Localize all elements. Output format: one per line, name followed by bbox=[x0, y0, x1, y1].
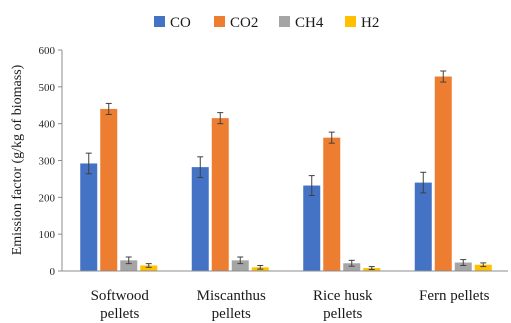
bar-co2-3 bbox=[434, 76, 452, 272]
bar-co-3 bbox=[414, 182, 432, 271]
x-category-label: pellets bbox=[212, 306, 251, 322]
legend-label-ch4: CH4 bbox=[295, 15, 324, 31]
legend-swatch-ch4 bbox=[279, 16, 290, 27]
y-tick-label: 500 bbox=[39, 82, 56, 94]
legend-swatch-h2 bbox=[345, 16, 356, 27]
bar-co-0 bbox=[80, 163, 98, 271]
x-category-label: pellets bbox=[323, 306, 362, 322]
bar-co2-0 bbox=[100, 108, 118, 271]
legend-swatch-co2 bbox=[214, 16, 225, 27]
y-tick-label: 600 bbox=[39, 45, 56, 57]
bar-co2-2 bbox=[323, 137, 341, 271]
x-axis: Softwood pellets Miscanthus pellets Rice hus… bbox=[62, 270, 508, 322]
y-tick-label: 300 bbox=[39, 156, 56, 168]
legend-label-co2: CO2 bbox=[230, 15, 258, 31]
x-category-label: pellets bbox=[100, 306, 139, 322]
y-tick-label: 200 bbox=[39, 192, 56, 204]
legend-swatch-co bbox=[154, 16, 165, 27]
bar-h2-3 bbox=[474, 264, 492, 271]
bar-h2-0 bbox=[140, 265, 158, 271]
y-axis: 0 100 200 300 400 500 600 bbox=[39, 45, 63, 278]
x-category-label: Softwood bbox=[91, 288, 150, 304]
y-tick-label: 400 bbox=[39, 119, 56, 131]
bar-ch4-3 bbox=[454, 262, 472, 271]
y-tick-label: 0 bbox=[50, 266, 56, 278]
bar-ch4-0 bbox=[120, 260, 138, 271]
x-category-label: Rice husk bbox=[313, 288, 373, 304]
legend: CO CO2 CH4 H2 bbox=[154, 15, 379, 31]
bar-co2-1 bbox=[211, 118, 229, 272]
bar-ch4-1 bbox=[231, 260, 249, 271]
y-axis-title: Emission factor (g/kg of biomass) bbox=[10, 64, 25, 255]
bar-ch4-2 bbox=[343, 263, 361, 271]
bar-co-1 bbox=[191, 167, 209, 271]
x-category-label: Miscanthus bbox=[197, 288, 266, 304]
legend-label-h2: H2 bbox=[361, 15, 379, 31]
bar-co-2 bbox=[303, 185, 321, 271]
x-category-label: Fern pellets bbox=[419, 288, 490, 304]
bars bbox=[80, 70, 492, 272]
legend-label-co: CO bbox=[170, 15, 191, 31]
y-tick-label: 100 bbox=[39, 229, 56, 241]
